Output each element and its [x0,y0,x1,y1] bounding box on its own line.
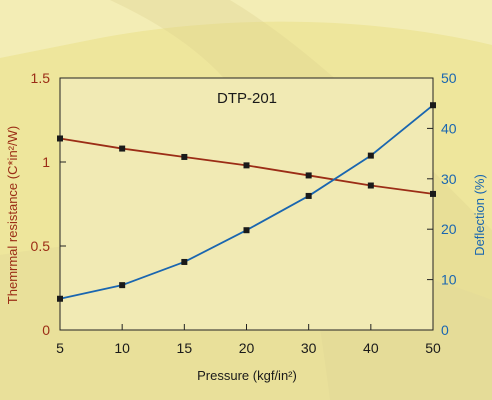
x-tick-label: 40 [363,340,379,356]
data-point [243,162,250,169]
data-point [119,282,126,289]
plot-area [59,77,434,331]
y-right-tick-label: 0 [441,322,449,338]
y-axis-left-label: Themrmal resistance (C*in²/W) [5,126,20,304]
axis-ticks [59,77,434,331]
y-right-tick-label: 40 [441,120,457,136]
y-left-tick-label: 1.5 [31,70,51,86]
y-axis-right-label: Deflection (%) [472,174,487,256]
x-tick-label: 50 [425,340,441,356]
data-point [119,145,126,152]
data-point [57,295,63,302]
data-point [181,258,188,265]
y-right-tick-label: 30 [441,171,457,187]
data-point [181,153,188,160]
data-point [430,190,436,197]
x-tick-label: 5 [56,340,64,356]
x-tick-label: 15 [177,340,193,356]
x-tick-label: 20 [239,340,255,356]
y-right-tick-label: 50 [441,70,457,86]
y-right-tick-label: 20 [441,221,457,237]
y-left-tick-label: 0.5 [31,238,51,254]
data-point [57,135,63,142]
y-right-tick-label: 10 [441,272,457,288]
x-tick-label: 30 [301,340,317,356]
data-point [430,102,436,109]
data-point [305,192,312,199]
series-markers [57,102,436,302]
background-swirl [0,0,492,58]
data-point [305,172,312,179]
x-tick-label: 10 [114,340,130,356]
data-point [367,182,374,189]
data-point [243,227,250,234]
y-left-tick-label: 1 [42,154,50,170]
chart-title: DTP-201 [217,90,277,107]
x-axis-label: Pressure (kgf/in²) [197,368,297,383]
data-point [367,152,374,159]
y-left-tick-label: 0 [42,322,50,338]
